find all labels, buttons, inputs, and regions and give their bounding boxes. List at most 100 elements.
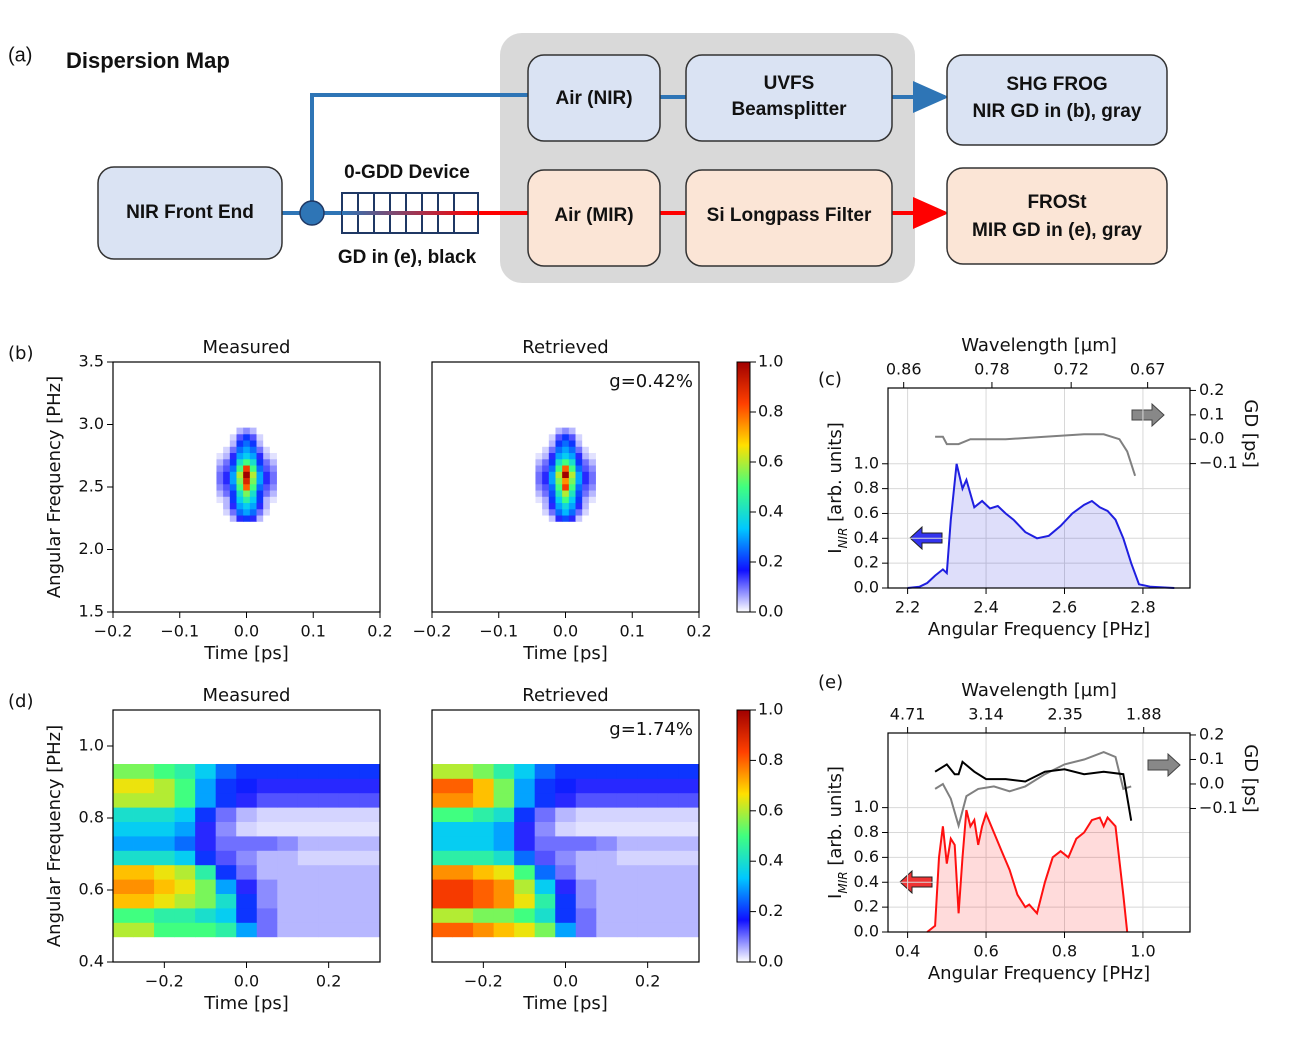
heat-cell — [575, 778, 597, 794]
heat-cell — [452, 850, 474, 866]
heat-cell — [534, 864, 556, 880]
heat-cell — [562, 452, 570, 460]
heat-cell — [568, 502, 576, 510]
heat-cell — [548, 458, 556, 466]
node-label: NIR GD in (b), gray — [973, 101, 1142, 122]
heat-cell — [195, 764, 217, 779]
heat-cell — [582, 508, 590, 516]
x-tick-label: −0.2 — [94, 622, 133, 641]
line — [935, 433, 1137, 477]
heat-cell — [568, 452, 576, 460]
heat-cell — [562, 458, 570, 466]
heat-cell — [575, 458, 583, 466]
heat-cell — [236, 496, 244, 504]
heat-cell — [637, 792, 659, 808]
heat-cell — [452, 879, 474, 894]
heat-cell — [133, 922, 155, 938]
colorbar-tick-label: 0.4 — [758, 502, 783, 521]
heat-cell — [277, 807, 299, 822]
y-axis-label: Angular Frequency [PHz] — [44, 725, 65, 947]
heat-cell — [154, 764, 176, 779]
heat-cell — [555, 792, 577, 808]
heat-cell — [223, 515, 231, 522]
heat-cell — [269, 427, 277, 435]
heat-cell — [256, 458, 264, 466]
heat-cell — [575, 515, 583, 522]
heat-cell — [542, 477, 550, 485]
heat-cell — [256, 807, 278, 822]
heat-cell — [195, 922, 217, 938]
heat-cell — [555, 483, 563, 491]
heat-cell — [256, 452, 264, 460]
heat-cell — [568, 471, 576, 479]
heat-cell — [243, 496, 251, 504]
heat-cell — [113, 922, 134, 938]
heat-cell — [359, 908, 381, 923]
heat-cell — [555, 864, 577, 880]
heat-cell — [452, 836, 474, 851]
heat-cell — [657, 850, 679, 866]
heat-cell — [452, 792, 474, 808]
heat-cell — [555, 821, 577, 837]
heat-cell — [133, 879, 155, 894]
heat-cell — [249, 496, 257, 504]
heat-cell — [297, 850, 319, 866]
heat-cell — [133, 778, 155, 794]
line — [934, 760, 1133, 821]
heat-cell — [562, 427, 570, 435]
heat-cell — [534, 792, 556, 808]
heat-cell — [678, 821, 700, 837]
heat-cell — [277, 792, 299, 808]
heat-cell — [637, 764, 659, 779]
heat-cell — [637, 864, 659, 880]
heat-cell — [216, 465, 224, 472]
heat-cell — [678, 764, 700, 779]
heat-cell — [493, 908, 515, 923]
heat-cell — [174, 864, 196, 880]
x-axis-label: Time [ps] — [522, 643, 608, 664]
heat-cell — [575, 807, 597, 822]
heat-cell — [229, 471, 237, 479]
heat-cell — [223, 508, 231, 516]
heat-cell — [568, 427, 576, 435]
y-tick-label: 0.2 — [854, 897, 879, 916]
heat-cell — [133, 821, 155, 837]
heat-cell — [637, 836, 659, 851]
heat-cell — [318, 908, 340, 923]
heat-cell — [542, 452, 550, 460]
heat-cell — [263, 465, 271, 472]
y-tick-label: 2.0 — [79, 539, 104, 558]
heat-cell — [174, 821, 196, 837]
chart-title: Retrieved — [522, 337, 608, 358]
heat-cell — [277, 778, 299, 794]
heat-cell — [555, 807, 577, 822]
heat-cell — [678, 778, 700, 794]
x-tick-label: 0.2 — [367, 622, 392, 641]
heat-cell — [555, 502, 563, 510]
y-tick-label: 0.4 — [79, 952, 104, 971]
line — [907, 463, 1175, 589]
heat-cell — [514, 879, 536, 894]
x2-tick-label: 0.67 — [1130, 360, 1166, 379]
x2-axis-label: Wavelength [µm] — [961, 680, 1117, 701]
heat-cell — [657, 792, 679, 808]
heat-cell — [657, 922, 679, 938]
heat-cell — [229, 483, 237, 491]
heat-cell — [269, 508, 277, 516]
heat-cell — [256, 427, 264, 435]
heat-cell — [582, 458, 590, 466]
node-label: MIR GD in (e), gray — [972, 220, 1142, 241]
heat-cell — [229, 452, 237, 460]
y-axis-label-part: NIR — [836, 528, 850, 549]
heat-cell — [548, 427, 556, 435]
node-label: Air (NIR) — [555, 88, 632, 109]
heat-cell — [596, 893, 618, 909]
heat-cell — [657, 908, 679, 923]
heat-cell — [548, 496, 556, 504]
heat-cell — [637, 807, 659, 822]
heat-cell — [575, 452, 583, 460]
heat-cell — [432, 922, 453, 938]
panel-label: (c) — [818, 369, 842, 390]
heat-cell — [249, 440, 257, 447]
